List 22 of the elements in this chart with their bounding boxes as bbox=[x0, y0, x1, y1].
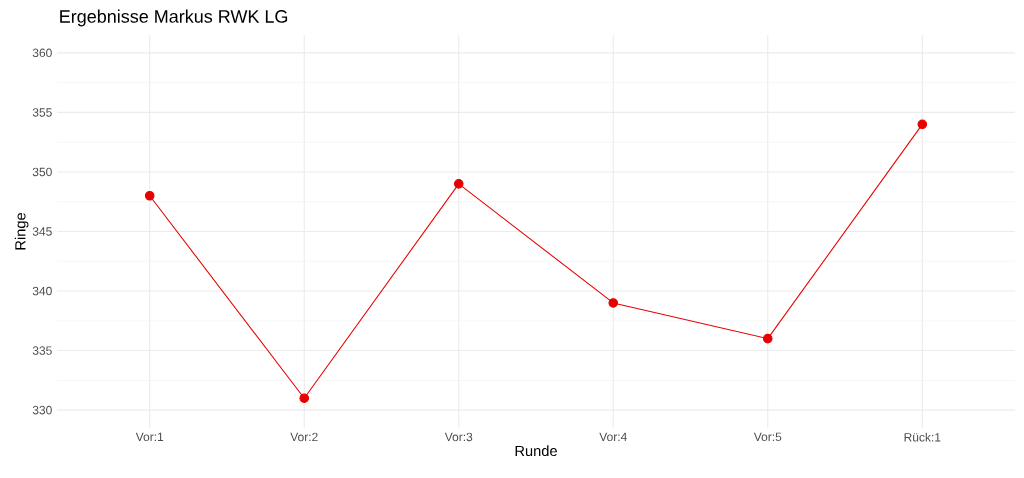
point bbox=[299, 393, 310, 404]
chart-title: Ergebnisse Markus RWK LG bbox=[60, 9, 288, 27]
point bbox=[608, 298, 619, 308]
x-tick-label: Vor:3 bbox=[444, 432, 473, 442]
x-tick-label: Vor:2 bbox=[290, 432, 318, 442]
x-axis-title: Runde bbox=[515, 445, 557, 457]
y-tick-label: 330 bbox=[32, 405, 52, 415]
y-tick-label: 345 bbox=[32, 227, 52, 236]
y-axis-title: Ringe bbox=[14, 212, 29, 250]
y-tick-label: 360 bbox=[32, 48, 52, 58]
point bbox=[917, 119, 928, 130]
x-tick-label: Rück:1 bbox=[904, 432, 941, 442]
point bbox=[762, 333, 773, 344]
y-tick-label: 335 bbox=[32, 346, 52, 355]
y-tick-label: 355 bbox=[32, 108, 52, 117]
x-tick-label: Vor:1 bbox=[135, 432, 164, 442]
point bbox=[144, 190, 155, 201]
x-tick-label: Vor:4 bbox=[599, 432, 627, 442]
y-tick-label: 350 bbox=[32, 167, 52, 177]
x-tick-label: Vor:5 bbox=[753, 432, 782, 442]
y-tick-label: 340 bbox=[32, 286, 52, 296]
point bbox=[453, 179, 464, 189]
